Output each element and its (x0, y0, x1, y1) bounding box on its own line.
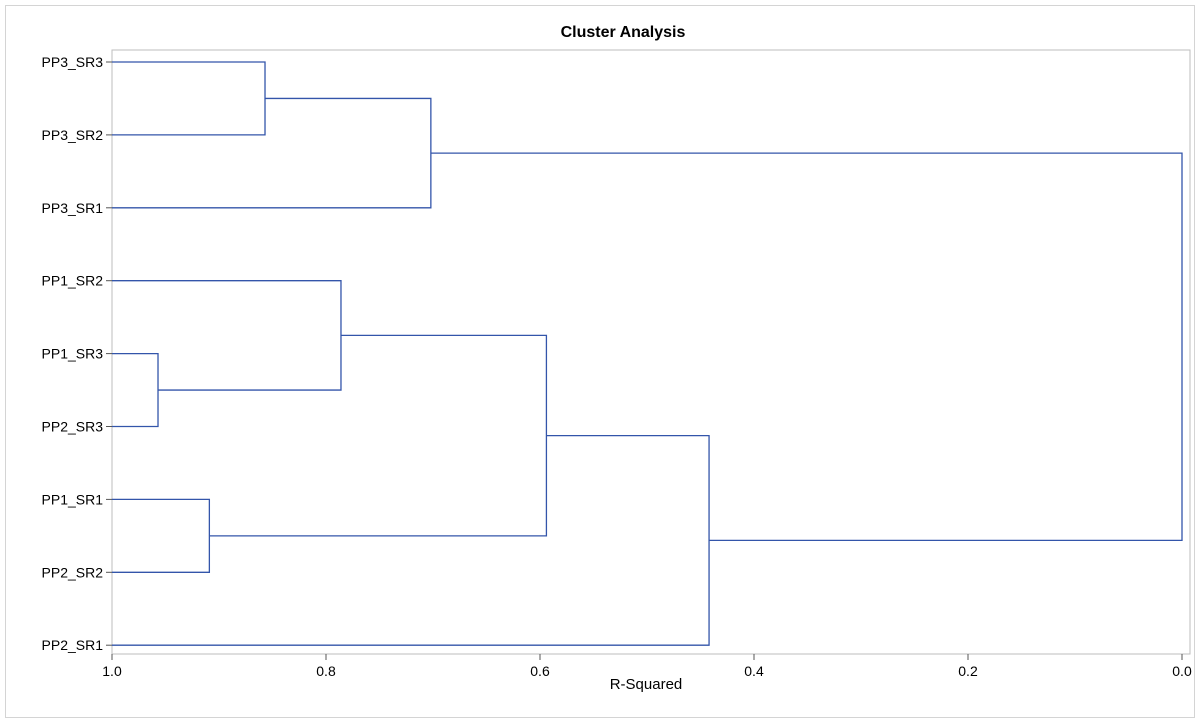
leaf-label: PP3_SR3 (42, 54, 104, 70)
dendrogram-link-c3 (112, 61, 266, 136)
x-tick-label: 0.2 (958, 663, 978, 679)
leaf-label: PP2_SR3 (42, 419, 104, 435)
dendrogram-chart: Cluster Analysis PP3_SR3PP3_SR2PP3_SR1PP… (42, 24, 1192, 693)
dendrogram-link-c7 (112, 434, 710, 646)
dendrogram-link-c2 (112, 498, 211, 573)
x-tick-label: 0.8 (316, 663, 336, 679)
dendrogram-link-c4 (112, 280, 342, 391)
x-axis: 1.0 0.8 0.6 0.4 0.2 0.0 (102, 654, 1192, 679)
chart-title: Cluster Analysis (561, 24, 686, 41)
dendrogram-link-c8 (430, 152, 1183, 542)
leaf-label: PP2_SR2 (42, 564, 104, 580)
x-axis-title: R-Squared (610, 676, 683, 693)
leaf-labels: PP3_SR3 PP3_SR2 PP3_SR1 PP1_SR2 PP1_SR3 PP2_S… (42, 54, 112, 653)
x-tick-label: 0.0 (1172, 663, 1192, 679)
leaf-label: PP1_SR2 (42, 273, 104, 289)
leaf-label: PP1_SR3 (42, 346, 104, 362)
leaf-label: PP1_SR1 (42, 491, 104, 507)
dendrogram-link-c1 (112, 352, 159, 428)
dendrogram-links (112, 61, 1183, 646)
x-tick-label: 0.6 (530, 663, 550, 679)
x-tick-label: 1.0 (102, 663, 122, 679)
dendrogram-link-c6 (209, 334, 548, 537)
chart-frame: Cluster Analysis PP3_SR3 PP3_SR2 PP3_SR1 PP… (5, 5, 1195, 718)
leaf-label: PP3_SR1 (42, 200, 104, 216)
plot-area (111, 49, 1191, 655)
x-tick-label: 0.4 (744, 663, 764, 679)
dendrogram-link-c5 (112, 97, 432, 209)
leaf-label: PP2_SR1 (42, 637, 104, 653)
leaf-label: PP3_SR2 (42, 127, 104, 143)
